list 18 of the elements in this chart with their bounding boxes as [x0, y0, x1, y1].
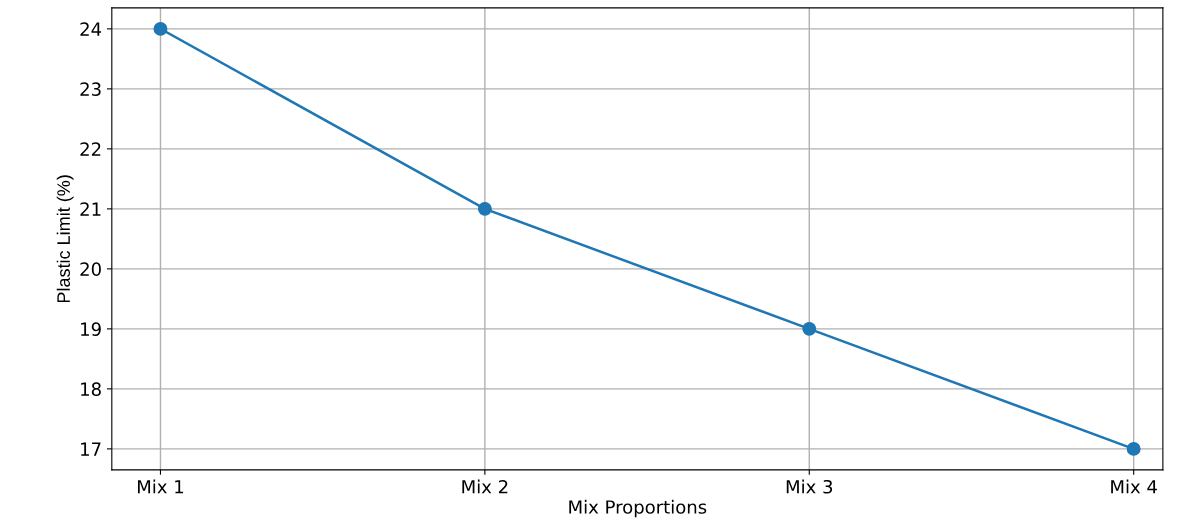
y-tick-label: 24: [80, 22, 102, 36]
y-tick-label: 21: [80, 202, 101, 216]
x-tick-label: Mix 4: [1111, 479, 1157, 494]
x-tick-label: Mix 3: [786, 479, 833, 494]
x-tick-label: Mix 2: [462, 479, 508, 494]
y-tick-label: 18: [81, 382, 101, 396]
y-axis-title: Plastic Limit (%): [56, 175, 74, 303]
point: [477, 201, 492, 216]
y-tick-label: 17: [81, 442, 101, 456]
x-axis-title: Mix Proportions: [569, 499, 707, 518]
y-tick-label: 22: [80, 142, 101, 156]
y-tick-label: 20: [80, 262, 101, 276]
point: [153, 21, 168, 36]
point: [1126, 441, 1141, 456]
y-tick-label: 23: [80, 82, 101, 96]
y-tick-label: 19: [81, 322, 101, 336]
point: [802, 321, 817, 336]
x-tick-label: Mix 1: [137, 479, 184, 494]
